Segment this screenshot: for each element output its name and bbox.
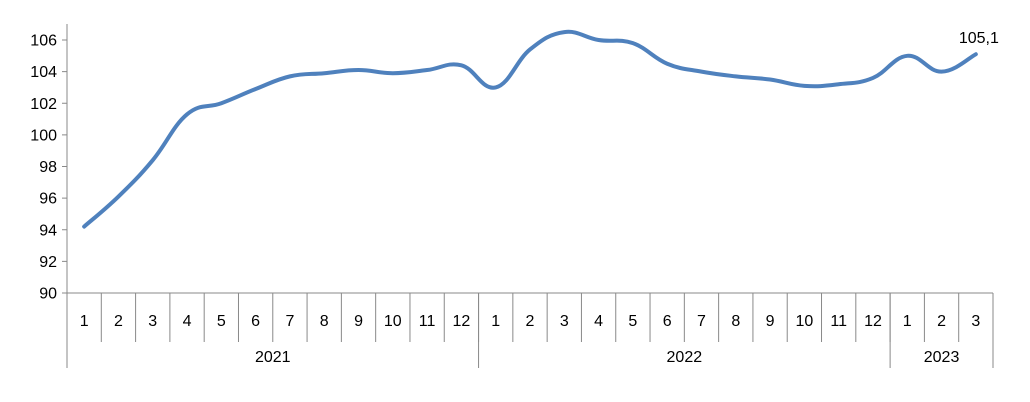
x-tick-label: 7 xyxy=(285,313,294,330)
data-point xyxy=(974,52,978,56)
data-point xyxy=(254,87,258,91)
data-point xyxy=(631,41,635,45)
x-tick-label: 10 xyxy=(795,313,813,330)
y-tick-label: 96 xyxy=(39,191,57,208)
y-axis: 90 92 94 96 98 100 102 104 106 xyxy=(30,24,68,303)
x-tick-label: 11 xyxy=(830,313,847,330)
data-point xyxy=(597,38,601,42)
x-tick-label: 5 xyxy=(628,313,637,330)
x-tick-label: 3 xyxy=(148,313,157,330)
x-tick-label: 3 xyxy=(560,313,569,330)
data-point xyxy=(116,195,120,199)
data-label: 105,1 xyxy=(959,30,999,47)
x-tick-label: 9 xyxy=(766,313,775,330)
data-point xyxy=(459,63,463,67)
x-tick-label: 8 xyxy=(320,313,329,330)
data-point xyxy=(391,71,395,75)
x-tick-label: 12 xyxy=(864,313,882,330)
x-tick-label: 4 xyxy=(183,313,192,330)
x-tick-label: 1 xyxy=(491,313,500,330)
x-tick-label: 9 xyxy=(354,313,363,330)
data-point xyxy=(82,225,86,229)
y-tick-label: 100 xyxy=(30,127,57,144)
series-line xyxy=(82,29,978,229)
year-label: 2022 xyxy=(667,349,703,366)
y-tick-label: 94 xyxy=(39,222,57,239)
data-point xyxy=(357,68,361,72)
year-label: 2023 xyxy=(924,349,960,366)
y-tick-label: 90 xyxy=(39,286,57,303)
y-tick-label: 92 xyxy=(39,254,57,271)
x-tick-label: 8 xyxy=(731,313,740,330)
x-tick-label: 3 xyxy=(971,313,980,330)
x-tick-label: 1 xyxy=(903,313,912,330)
data-point xyxy=(528,47,532,51)
year-label: 2021 xyxy=(255,349,291,366)
x-tick-label: 5 xyxy=(217,313,226,330)
plot-area: 105,1 xyxy=(82,29,999,229)
x-tick-label: 6 xyxy=(663,313,672,330)
x-tick-label: 6 xyxy=(251,313,260,330)
data-point xyxy=(665,62,669,66)
data-point xyxy=(802,84,806,88)
data-point xyxy=(322,71,326,75)
data-point xyxy=(425,68,429,72)
x-tick-label: 2 xyxy=(526,313,535,330)
data-point xyxy=(871,76,875,80)
data-point xyxy=(768,78,772,82)
x-tick-label: 10 xyxy=(384,313,402,330)
y-tick-label: 106 xyxy=(30,33,57,50)
data-point xyxy=(494,85,498,89)
data-point xyxy=(699,70,703,74)
x-tick-label: 4 xyxy=(594,313,603,330)
x-tick-label: 1 xyxy=(80,313,89,330)
x-tick-label: 11 xyxy=(419,313,436,330)
y-tick-label: 98 xyxy=(39,159,57,176)
data-point xyxy=(837,82,841,86)
x-tick-label: 2 xyxy=(114,313,123,330)
data-point xyxy=(905,54,909,58)
data-point xyxy=(940,70,944,74)
data-point xyxy=(219,101,223,105)
x-tick-label: 12 xyxy=(453,313,471,330)
data-point xyxy=(151,158,155,162)
y-tick-label: 104 xyxy=(30,64,57,81)
data-point xyxy=(288,74,292,78)
data-point xyxy=(185,112,189,116)
data-point xyxy=(734,74,738,78)
x-tick-label: 7 xyxy=(697,313,706,330)
x-tick-label: 2 xyxy=(937,313,946,330)
y-tick-label: 102 xyxy=(30,96,57,113)
data-point xyxy=(562,30,566,34)
